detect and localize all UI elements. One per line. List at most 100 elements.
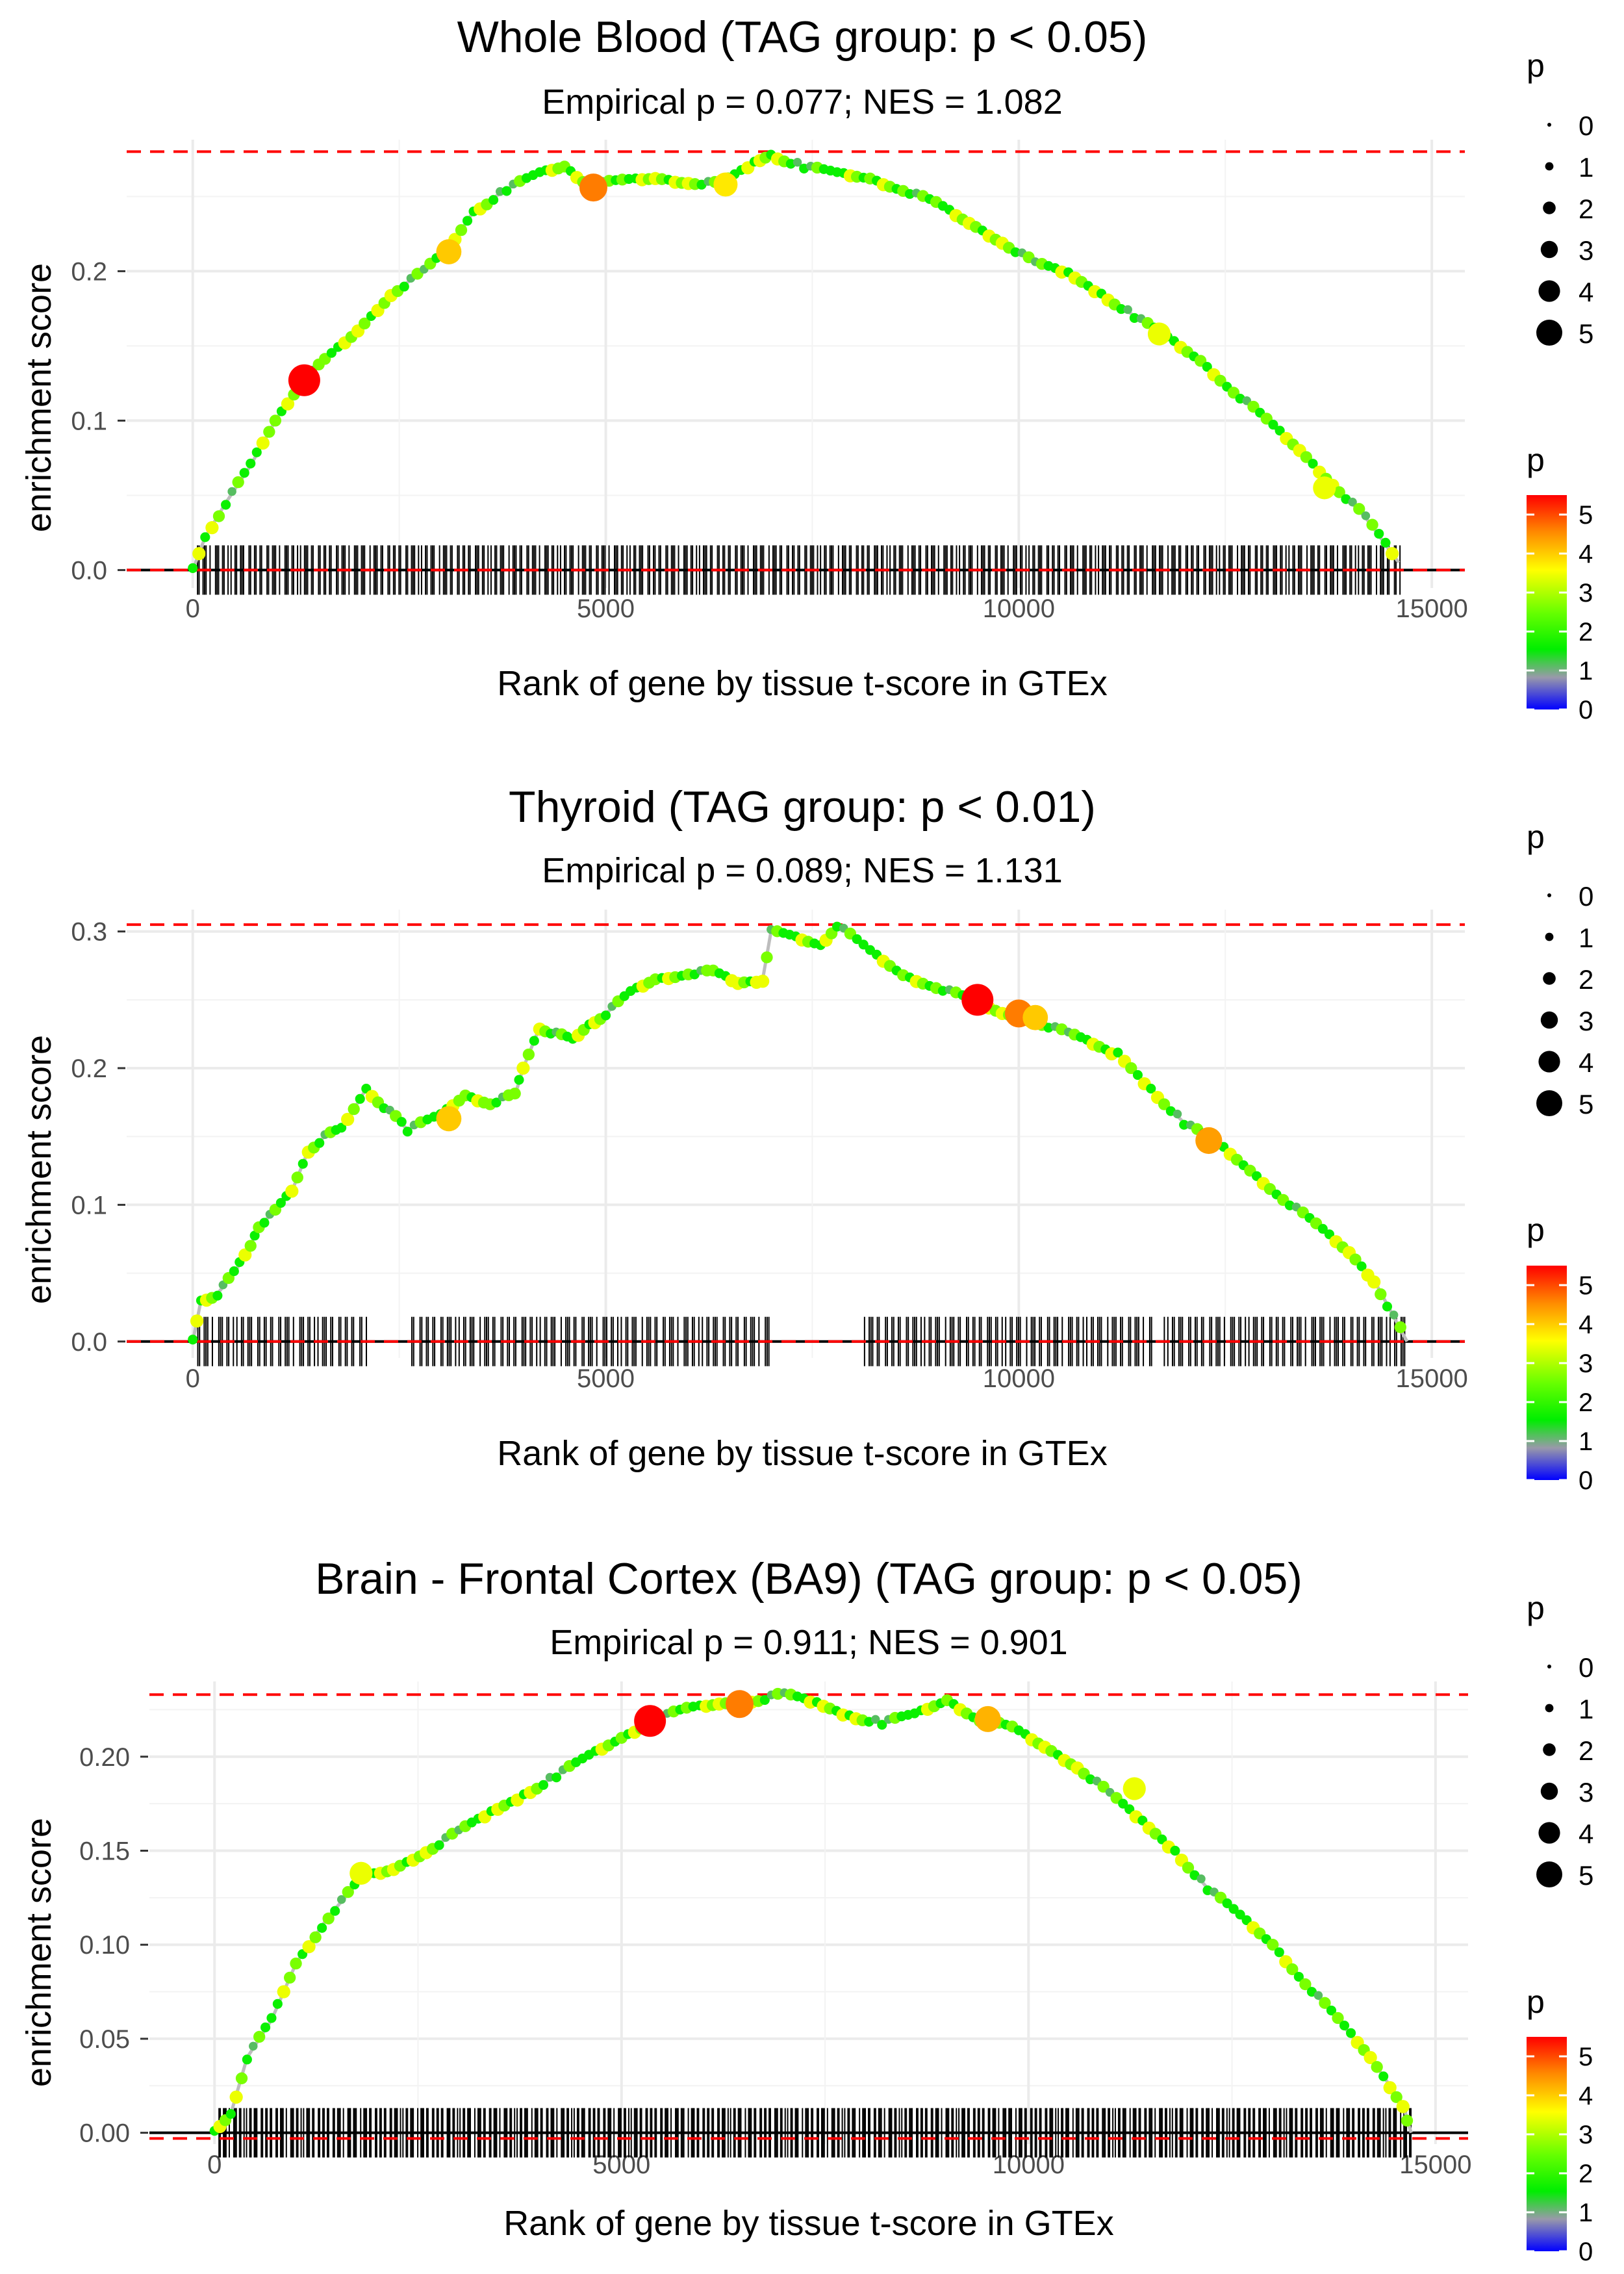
es-highlight-point — [713, 172, 738, 197]
size-legend-title: p — [1527, 819, 1545, 855]
es-point — [192, 546, 206, 561]
colorbar-label: 3 — [1579, 2121, 1593, 2149]
es-point — [205, 521, 219, 535]
colorbar-label: 1 — [1579, 1427, 1593, 1456]
es-point — [1129, 313, 1139, 323]
es-point — [239, 468, 249, 478]
es-point — [1366, 518, 1378, 531]
colorbar — [1527, 1266, 1567, 1480]
es-point — [1382, 1301, 1393, 1312]
es-point — [1286, 1963, 1299, 1976]
es-highlight-point — [961, 984, 994, 1016]
size-legend-dot — [1543, 1743, 1556, 1756]
size-legend-label: 2 — [1579, 194, 1593, 224]
size-legend-label: 1 — [1579, 923, 1593, 953]
size-legend-dot — [1543, 972, 1556, 985]
es-point — [455, 224, 468, 236]
y-tick-label: 0.1 — [71, 1191, 107, 1220]
y-tick-label: 0.20 — [79, 1743, 130, 1772]
es-point — [1299, 1978, 1312, 1991]
y-tick-label: 0.0 — [71, 556, 107, 585]
es-point — [434, 1840, 444, 1850]
color-legend-title: p — [1527, 1212, 1545, 1248]
es-point — [272, 1999, 283, 2009]
size-legend-dot — [1540, 1011, 1558, 1029]
es-point — [249, 1231, 260, 1241]
es-point — [336, 1895, 346, 1904]
es-point — [1339, 2020, 1350, 2031]
es-point — [1170, 1845, 1180, 1856]
es-points — [188, 921, 1406, 1345]
es-highlight-point — [1195, 1127, 1223, 1155]
es-point — [600, 1010, 611, 1021]
chart-title: Thyroid (TAG group: p < 0.01) — [509, 782, 1096, 832]
es-point — [1389, 1310, 1399, 1320]
es-point — [1345, 2028, 1356, 2038]
size-legend-label: 3 — [1579, 1006, 1593, 1036]
es-point — [1268, 420, 1278, 430]
es-point — [1319, 1997, 1331, 2009]
y-tick-label: 0.10 — [79, 1931, 130, 1960]
colorbar — [1527, 2037, 1567, 2251]
colorbar-label: 4 — [1579, 1310, 1593, 1339]
size-legend-label: 5 — [1579, 1089, 1593, 1119]
size-legend-dot — [1538, 280, 1560, 302]
colorbar-label: 3 — [1579, 579, 1593, 607]
es-point — [1197, 1874, 1206, 1884]
es-point — [1010, 247, 1021, 257]
es-point — [759, 1694, 770, 1706]
es-point — [269, 415, 282, 427]
colorbar-label: 2 — [1579, 2160, 1593, 2188]
es-point — [1123, 305, 1132, 314]
es-point — [1202, 362, 1212, 372]
es-point — [1371, 2061, 1383, 2073]
size-legend-label: 1 — [1579, 152, 1593, 183]
es-point — [1364, 2050, 1377, 2064]
es-point — [793, 157, 802, 167]
es-point — [488, 195, 499, 205]
colorbar-label: 2 — [1579, 1388, 1593, 1417]
es-highlight-point — [579, 173, 607, 202]
es-point — [1274, 1947, 1284, 1958]
size-legend-label: 0 — [1579, 110, 1593, 141]
colorbar-label: 1 — [1579, 657, 1593, 685]
es-point — [1349, 1253, 1362, 1266]
panel-brain-frontal-cortex: Brain - Frontal Cortex (BA9) (TAG group:… — [19, 1554, 1471, 2243]
es-point — [227, 487, 236, 496]
x-tick-label: 5000 — [577, 594, 635, 623]
es-point — [1158, 1098, 1171, 1110]
es-highlight-point — [1022, 1004, 1048, 1030]
es-point — [277, 1985, 290, 1999]
es-point — [761, 951, 773, 964]
es-point — [188, 1335, 198, 1345]
es-point — [242, 2054, 252, 2065]
es-point — [246, 458, 256, 468]
size-legend-title: p — [1527, 1590, 1545, 1626]
size-legend-dot — [1538, 1822, 1560, 1844]
es-point — [1118, 1798, 1128, 1809]
es-point — [1317, 1223, 1328, 1234]
size-legend-dot — [1540, 240, 1558, 259]
y-tick-label: 0.2 — [71, 1054, 107, 1083]
es-point — [501, 186, 512, 196]
es-point — [341, 1112, 355, 1127]
x-axis-label: Rank of gene by tissue t-score in GTEx — [503, 2204, 1113, 2243]
es-point — [212, 510, 225, 522]
size-legend-dot — [1538, 1051, 1560, 1073]
size-legend-label: 5 — [1579, 1860, 1593, 1891]
es-point — [1179, 1119, 1189, 1130]
es-point — [538, 1780, 549, 1790]
es-point — [1173, 1109, 1182, 1119]
colorbar-label: 4 — [1579, 540, 1593, 568]
x-tick-label: 0 — [186, 1364, 200, 1393]
es-point — [1293, 1971, 1304, 1982]
es-point — [1380, 537, 1391, 548]
es-point — [1313, 1991, 1323, 2000]
size-legend-label: 0 — [1579, 881, 1593, 912]
es-point — [336, 1123, 347, 1133]
chart-title: Whole Blood (TAG group: p < 0.05) — [457, 12, 1148, 62]
es-point — [399, 281, 409, 292]
legend-whole-blood: p 0 1 2 3 4 5 p 5 4 3 2 1 0 — [1527, 47, 1593, 724]
